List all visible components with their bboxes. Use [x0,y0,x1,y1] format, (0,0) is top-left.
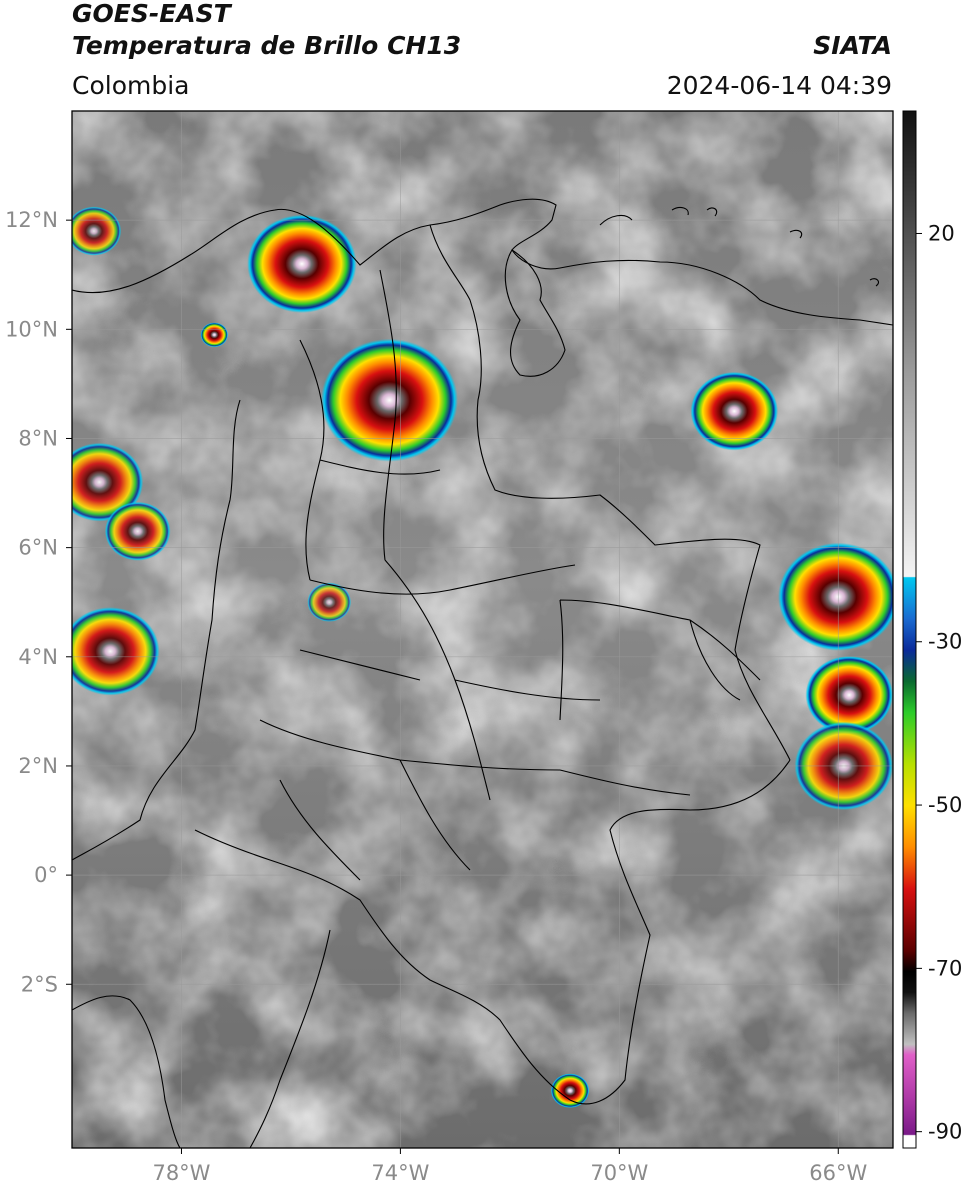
storm-cell [72,206,122,256]
lon-tick-label: 78°W [152,1161,210,1185]
storm-cell [72,442,144,522]
lon-tick-label: 74°W [371,1161,429,1185]
pacific-coast [72,399,241,861]
colorbar-tick-label: -50 [928,793,962,817]
lat-tick-label: 0° [34,863,58,887]
colorbar-tick-label: -70 [928,956,962,980]
map-frame [71,110,894,1149]
map-area [72,111,893,1148]
storm-cell [307,582,352,622]
internal-borders [259,269,691,881]
colorbar-tick-label: -90 [928,1120,962,1144]
storm-cell [778,542,893,651]
storm-cell [550,1073,590,1108]
product-title: Temperatura de Brillo CH13 [72,31,462,60]
colorbar-tick-label: 20 [928,221,955,245]
storm-cell [104,501,171,561]
coastlines-borders [72,198,893,1148]
cloud-texture [72,111,893,1148]
storm-cell [321,338,458,462]
colombia-brazil-border [569,759,791,1105]
lat-tick-group: 12°N 10°N 8°N 6°N 4°N 2°N 0° 2°S [5,208,72,996]
brazil-peru-border [249,929,331,1148]
venezuela-internal [559,599,761,721]
storm-cell [690,371,779,451]
caribbean-coast [72,198,893,326]
storm-cell [247,214,357,313]
lat-tick-label: 12°N [5,208,58,232]
lon-tick-group: 78°W 74°W 70°W 66°W [152,1148,867,1185]
maracaibo-lake [504,249,566,377]
colorbar-tick-label: -30 [928,630,962,654]
region-label: Colombia [72,71,190,100]
colombia-venezuela-border [429,224,791,761]
colorbar [902,110,917,1149]
lon-tick-label: 70°W [590,1161,648,1185]
lat-tick-label: 4°N [18,645,58,669]
agency-label: SIATA [813,31,892,60]
lat-tick-label: 10°N [5,317,58,341]
lon-tick-label: 66°W [809,1161,867,1185]
ecuador-peru-border [72,995,181,1148]
lat-tick-label: 8°N [18,426,58,450]
storm-cell [72,607,160,696]
colorbar-tick-group: 20 -30 -50 -70 -90 [916,221,962,1144]
colombia-peru-ecuador-border [194,829,571,1101]
storm-cell [805,655,893,735]
island-marks [599,206,879,287]
lat-tick-label: 2°S [21,972,58,996]
lat-tick-label: 2°N [18,754,58,778]
timestamp-label: 2024-06-14 04:39 [666,71,892,100]
storm-layer [72,206,893,1108]
storm-cell [200,322,228,348]
satellite-title: GOES-EAST [72,0,231,28]
lat-tick-label: 6°N [18,536,58,560]
graticule [72,111,893,1148]
